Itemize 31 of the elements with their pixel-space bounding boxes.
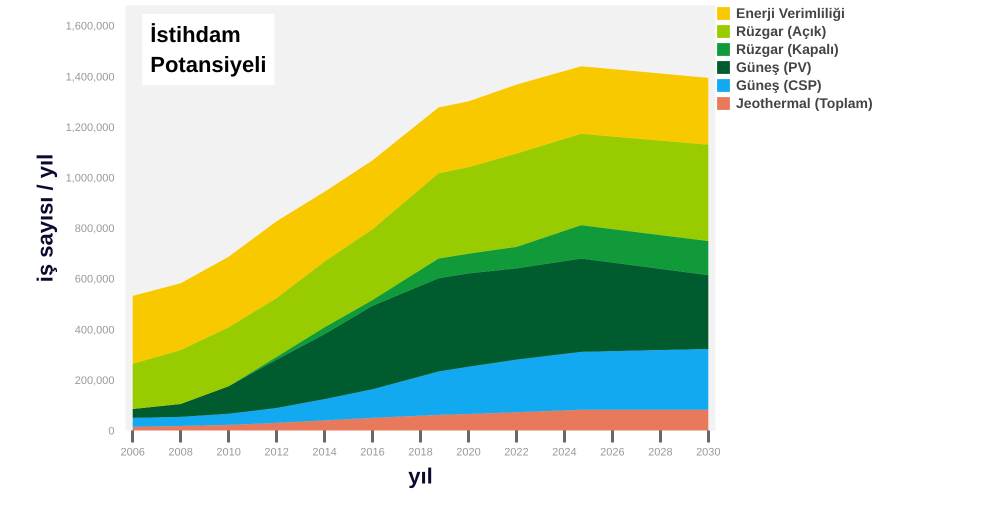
x-tick-label: 2008 — [168, 446, 193, 458]
x-tick-label: 2022 — [504, 446, 529, 458]
y-tick-label: 800,000 — [74, 223, 115, 236]
y-tick-label: 200,000 — [74, 374, 115, 387]
x-tick-label: 2016 — [360, 446, 385, 458]
x-tick-label: 2030 — [696, 446, 721, 458]
legend-label: Güneş (CSP) — [736, 77, 822, 93]
y-tick-label: 1,400,000 — [66, 71, 114, 84]
x-tick-label: 2006 — [120, 446, 145, 458]
y-tick-label: 400,000 — [74, 324, 115, 336]
x-axis-title: yıl — [408, 464, 433, 488]
legend-label: Güneş (PV) — [736, 59, 812, 75]
x-tick-label: 2020 — [456, 446, 481, 458]
legend-label: Rüzgar (Kapalı) — [736, 41, 839, 57]
legend-label: Enerji Verimliliği — [736, 5, 845, 21]
legend-label: Rüzgar (Açık) — [736, 23, 826, 39]
y-tick-label: 1,200,000 — [66, 122, 114, 134]
x-tick-label: 2018 — [408, 446, 433, 458]
x-tick-label: 2028 — [648, 446, 673, 458]
x-tick-label: 2012 — [264, 446, 289, 458]
x-tick-label: 2024 — [552, 446, 577, 458]
x-tick-label: 2010 — [216, 446, 241, 458]
legend-label: Jeothermal (Toplam) — [736, 95, 873, 111]
text: İstihdam Potansiyeli — [150, 22, 266, 77]
x-tick-label: 2026 — [600, 446, 625, 458]
x-tick-label: 2014 — [312, 446, 337, 458]
y-tick-label: 1,600,000 — [66, 20, 114, 33]
y-tick-label: 1,000,000 — [66, 172, 114, 185]
y-axis-title: iş sayısı / yıl — [32, 154, 58, 282]
y-tick-label: 0 — [108, 426, 115, 438]
y-tick-label: 600,000 — [74, 274, 115, 286]
